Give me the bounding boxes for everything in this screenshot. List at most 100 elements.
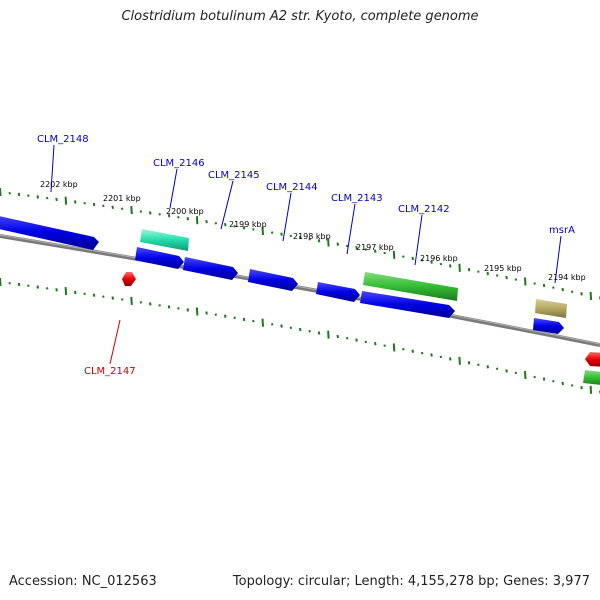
minor-tick <box>92 293 96 297</box>
tick-label: 2196 kbp <box>420 254 458 263</box>
minor-tick <box>308 329 311 333</box>
gene-arrow-clm-2145[interactable] <box>183 257 238 280</box>
genome-backbone-highlight <box>0 234 600 345</box>
minor-tick <box>383 251 386 255</box>
major-tick <box>195 307 199 316</box>
minor-tick <box>186 308 189 312</box>
features <box>0 214 600 386</box>
major-tick <box>0 187 2 197</box>
minor-tick <box>570 384 574 387</box>
minor-tick <box>552 286 555 289</box>
minor-tick <box>345 337 349 340</box>
minor-tick <box>233 316 236 320</box>
label-leaders <box>50 144 562 365</box>
minor-tick <box>570 290 574 293</box>
leader-clm-2145 <box>220 180 234 230</box>
minor-tick <box>505 275 508 280</box>
minor-tick <box>270 231 274 234</box>
gene-label-clm-2144[interactable]: CLM_2144 <box>266 182 318 193</box>
minor-tick <box>45 196 49 200</box>
gene-arrow-clm-2142[interactable] <box>360 291 455 318</box>
minor-tick <box>149 211 152 215</box>
minor-tick <box>430 260 433 264</box>
minor-tick <box>364 248 368 251</box>
minor-tick <box>580 292 583 296</box>
feature-clm-2146-teal[interactable] <box>140 229 189 251</box>
leader-clm-2144 <box>282 192 292 242</box>
minor-tick <box>55 197 58 202</box>
minor-tick <box>177 215 180 219</box>
minor-tick <box>486 365 489 369</box>
feature-edge-green[interactable] <box>583 370 600 386</box>
minor-tick <box>355 246 358 250</box>
gene-label-clm-2145[interactable]: CLM_2145 <box>208 170 260 181</box>
ticks-outer <box>0 187 600 300</box>
tick-label: 2202 kbp <box>40 180 78 189</box>
minor-tick <box>8 282 11 285</box>
minor-tick <box>242 226 246 230</box>
minor-tick <box>439 355 443 359</box>
minor-tick <box>449 264 452 268</box>
leader-clm-2143 <box>346 203 356 255</box>
gene-arrow-msra[interactable] <box>533 318 564 334</box>
minor-tick <box>27 194 30 197</box>
major-tick <box>64 287 68 296</box>
minor-tick <box>533 375 536 379</box>
minor-tick <box>514 371 518 375</box>
genome-backbone <box>0 234 600 347</box>
minor-tick <box>111 205 114 209</box>
major-tick <box>327 238 330 247</box>
leader-clm-2148 <box>50 144 55 193</box>
minor-tick <box>486 271 489 276</box>
minor-tick <box>102 204 105 208</box>
feature-msra-khaki[interactable] <box>535 299 567 318</box>
minor-tick <box>477 363 480 367</box>
minor-tick <box>139 301 143 304</box>
minor-tick <box>299 327 302 332</box>
minor-tick <box>317 331 321 335</box>
minor-tick <box>345 244 349 248</box>
leader-msra <box>554 235 562 284</box>
gene-labels: CLM_2148 CLM_2147 CLM_2146 CLM_2145 CLM_… <box>37 134 575 377</box>
gene-label-clm-2147[interactable]: CLM_2147 <box>84 366 136 377</box>
minor-tick <box>449 357 452 361</box>
gene-label-clm-2143[interactable]: CLM_2143 <box>331 193 383 204</box>
minor-tick <box>158 304 161 307</box>
gene-arrow-clm-2147[interactable] <box>122 272 136 286</box>
minor-tick <box>120 298 124 301</box>
map-title: Clostridium botulinum A2 str. Kyoto, com… <box>121 9 479 24</box>
minor-tick <box>120 207 124 210</box>
major-tick <box>195 216 199 225</box>
minor-tick <box>289 234 293 238</box>
minor-tick <box>280 324 283 328</box>
minor-tick <box>383 344 386 347</box>
minor-tick <box>477 270 480 273</box>
gene-arrow-clm-2146[interactable] <box>135 247 184 269</box>
minor-tick <box>299 235 302 240</box>
minor-tick <box>111 296 114 300</box>
minor-tick <box>374 342 377 346</box>
gene-arrow-clm-2148[interactable] <box>0 214 99 250</box>
minor-tick <box>533 282 536 285</box>
minor-tick <box>205 220 208 224</box>
minor-tick <box>411 256 414 261</box>
minor-tick <box>167 305 171 309</box>
minor-tick <box>336 242 339 246</box>
feature-clm-2142-green[interactable] <box>363 272 458 301</box>
gene-label-clm-2142[interactable]: CLM_2142 <box>398 204 450 215</box>
gene-label-msra[interactable]: msrA <box>549 225 575 236</box>
major-tick <box>458 263 461 272</box>
tick-label: 2195 kbp <box>484 264 522 273</box>
topology-label: Topology: circular; Length: 4,155,278 bp… <box>232 574 590 589</box>
gene-arrow-clm-2143[interactable] <box>316 282 360 302</box>
minor-tick <box>158 213 161 216</box>
gene-arrow-edge-red[interactable] <box>585 352 600 367</box>
major-tick <box>392 343 396 352</box>
minor-tick <box>139 210 143 213</box>
major-tick <box>261 226 264 236</box>
gene-label-clm-2146[interactable]: CLM_2146 <box>153 158 205 169</box>
gene-label-clm-2148[interactable]: CLM_2148 <box>37 134 89 145</box>
gene-arrow-clm-2144[interactable] <box>248 269 298 291</box>
minor-tick <box>177 307 180 310</box>
